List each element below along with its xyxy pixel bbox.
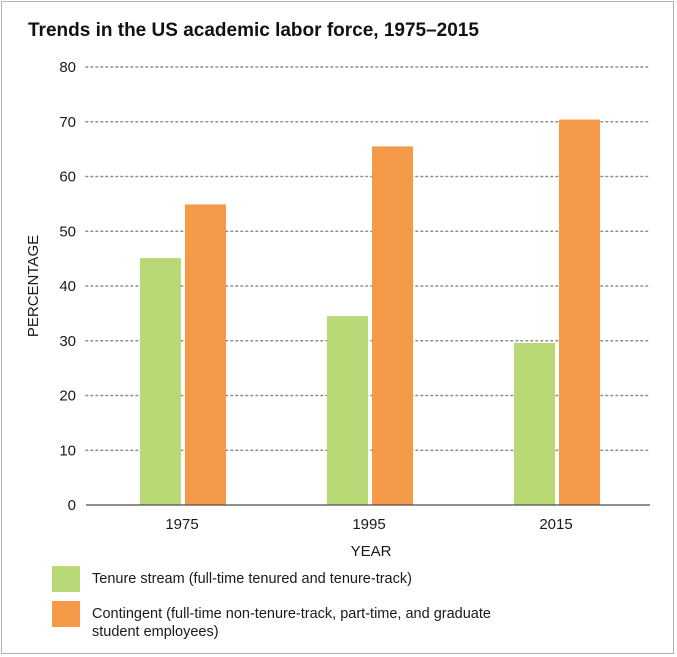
x-tick-label: 1975 <box>165 516 198 533</box>
legend-label-tenure-stream: Tenure stream (full-time tenured and ten… <box>92 571 412 587</box>
y-tick-label: 80 <box>59 59 76 76</box>
y-tick-label: 40 <box>59 278 76 295</box>
x-axis-ticks: 1975 1995 2015 <box>165 516 572 533</box>
y-tick-label: 0 <box>68 497 76 514</box>
y-tick-label: 10 <box>59 442 76 459</box>
legend-label-contingent: student employees) <box>92 624 219 640</box>
bar-tenure-stream-1975 <box>140 258 181 505</box>
y-axis-label: PERCENTAGE <box>25 235 42 337</box>
legend-swatch-contingent <box>52 601 80 627</box>
bar-tenure-stream-2015 <box>514 342 555 505</box>
y-tick-label: 60 <box>59 169 76 186</box>
y-tick-label: 20 <box>59 388 76 405</box>
x-tick-label: 2015 <box>539 516 572 533</box>
bar-tenure-stream-1995 <box>327 316 368 505</box>
bars <box>140 119 600 506</box>
y-tick-label: 70 <box>59 114 76 131</box>
bar-contingent-1995 <box>372 146 413 505</box>
bar-contingent-1975 <box>185 204 226 506</box>
chart-title: Trends in the US academic labor force, 1… <box>28 20 479 41</box>
bar-contingent-2015 <box>559 119 600 505</box>
y-tick-label: 50 <box>59 223 76 240</box>
x-axis-label: YEAR <box>351 543 392 560</box>
legend: Tenure stream (full-time tenured and ten… <box>52 566 491 640</box>
legend-label-contingent: Contingent (full-time non-tenure-track, … <box>92 606 491 622</box>
legend-swatch-tenure-stream <box>52 566 80 592</box>
y-tick-label: 30 <box>59 333 76 350</box>
x-tick-label: 1995 <box>352 516 385 533</box>
y-axis-ticks: 0 10 20 30 40 50 60 70 80 <box>59 59 76 514</box>
